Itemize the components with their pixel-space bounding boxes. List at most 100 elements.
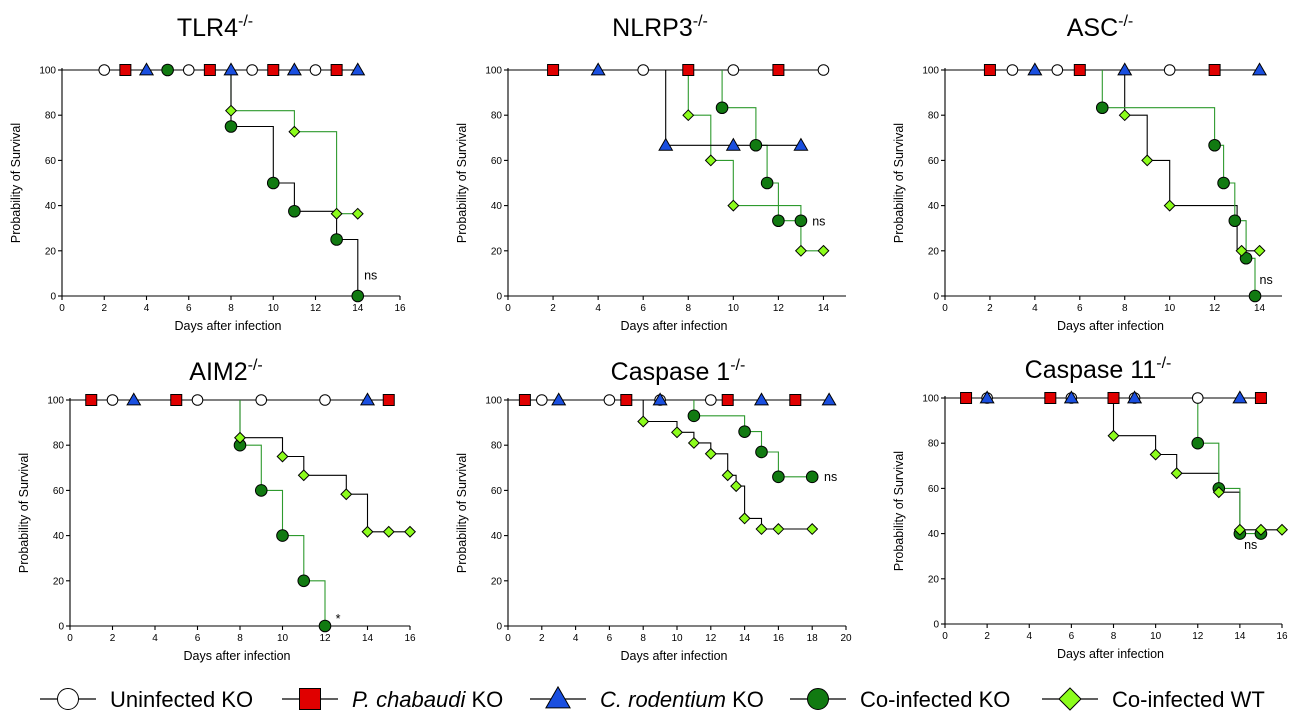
panel-title: NLRP3-/- [612, 13, 708, 42]
significance-label: ns [812, 214, 825, 228]
x-tick-label: 6 [186, 303, 192, 314]
data-point-crodentium [1027, 62, 1043, 76]
data-point-coinfected-wt [276, 450, 289, 463]
y-tick-label: 80 [45, 111, 57, 122]
y-tick-label: 60 [928, 484, 940, 495]
series-line-coinfected-wt [239, 400, 410, 533]
data-point-uninfected [191, 394, 204, 406]
x-axis-label: Days after infection [175, 319, 282, 333]
y-tick-label: 80 [491, 441, 503, 452]
x-tick-label: 6 [195, 633, 201, 644]
x-tick-label: 8 [685, 303, 691, 314]
data-point-crodentium [286, 62, 302, 76]
data-point-pchabaudi [1073, 64, 1086, 76]
series-line-coinfected-wt [642, 400, 813, 530]
data-point-crodentium [138, 62, 155, 76]
data-point-coinfected-ko [161, 63, 174, 77]
legend-label: C. rodentium KO [600, 687, 764, 712]
data-point-coinfected-wt [1170, 467, 1183, 480]
data-point-coinfected-wt [806, 523, 819, 536]
data-point-coinfected-ko [715, 101, 729, 115]
data-point-crodentium [126, 392, 142, 406]
legend-marker-coinfected-wt [1058, 687, 1082, 711]
x-tick-label: 12 [1192, 631, 1204, 642]
y-tick-label: 60 [45, 156, 57, 167]
data-point-coinfected-ko [318, 619, 332, 633]
data-point-coinfected-ko [687, 409, 701, 423]
x-tick-label: 10 [277, 633, 289, 644]
data-point-uninfected [1006, 64, 1019, 76]
data-point-crodentium [223, 62, 239, 76]
x-tick-label: 0 [942, 631, 948, 642]
x-tick-label: 20 [840, 633, 852, 644]
x-tick-label: 4 [1032, 303, 1038, 314]
y-tick-label: 0 [496, 292, 502, 303]
data-point-coinfected-wt [730, 480, 743, 493]
survival-panel-caspase-1: Caspase 1-/- 0 20 40 60 80 100 0 2 4 6 8 10 12 14 16 18 2… [455, 357, 852, 663]
data-point-crodentium [1127, 390, 1143, 404]
data-point-uninfected [106, 394, 119, 406]
x-tick-label: 4 [573, 633, 579, 644]
data-point-coinfected-ko [276, 529, 289, 542]
x-tick-label: 12 [773, 303, 785, 314]
survival-panel-asc: ASC-/- 0 20 40 60 80 100 0 2 4 6 8 10 12 14 Days after … [892, 13, 1282, 333]
legend-label-italic: P. chabaudi [352, 687, 466, 712]
x-axis-label: Days after infection [184, 649, 291, 663]
data-point-uninfected [603, 394, 616, 406]
x-tick-label: 6 [607, 633, 613, 644]
series-line-coinfected-ko [693, 400, 813, 478]
x-axis-label: Days after infection [621, 319, 728, 333]
legend-label-text: Co-infected WT [1112, 687, 1265, 712]
data-point-coinfected-wt [340, 488, 353, 501]
data-point-uninfected [637, 64, 650, 76]
data-point-uninfected [817, 64, 830, 76]
x-tick-label: 12 [705, 633, 717, 644]
data-point-coinfected-ko [1208, 138, 1221, 152]
data-point-coinfected-ko [224, 120, 238, 133]
panel-title-superscript: -/- [1156, 355, 1171, 372]
data-point-coinfected-ko [351, 289, 365, 303]
data-point-crodentium [821, 392, 837, 406]
x-tick-label: 16 [404, 633, 416, 644]
panel-title: Caspase 1-/- [611, 357, 746, 386]
y-tick-label: 20 [491, 246, 503, 257]
data-point-crodentium [1232, 390, 1248, 404]
x-tick-label: 4 [1026, 631, 1032, 642]
y-tick-label: 60 [928, 156, 940, 167]
legend-label-text: Co-infected KO [860, 687, 1010, 712]
data-point-uninfected [705, 394, 717, 406]
significance-label: ns [1244, 538, 1257, 552]
significance-label: ns [1260, 273, 1273, 287]
data-point-uninfected [182, 64, 195, 76]
y-axis-label: Probability of Survival [455, 123, 469, 243]
data-point-crodentium [725, 137, 741, 151]
y-tick-label: 100 [485, 66, 502, 77]
data-point-coinfected-wt [1254, 523, 1267, 536]
data-point-pchabaudi [203, 64, 216, 76]
data-point-coinfected-wt [382, 525, 395, 538]
x-tick-label: 14 [1234, 631, 1246, 642]
data-point-coinfected-wt [727, 199, 740, 212]
y-tick-label: 40 [491, 531, 503, 542]
data-point-coinfected-ko [330, 233, 343, 246]
data-point-coinfected-wt [738, 512, 751, 525]
data-point-pchabaudi [1107, 392, 1120, 404]
data-point-coinfected-wt [1233, 523, 1246, 536]
data-point-coinfected-ko [1228, 214, 1242, 228]
data-point-crodentium [1063, 390, 1079, 404]
survival-panel-nlrp3: NLRP3-/- 0 20 40 60 80 100 0 2 4 6 8 10 12 14 Days afte… [455, 13, 846, 333]
y-tick-label: 0 [50, 292, 56, 303]
legend-marker-pchabaudi [299, 688, 321, 710]
data-point-coinfected-ko [1248, 289, 1262, 303]
data-point-coinfected-ko [760, 176, 774, 190]
data-point-uninfected [319, 394, 331, 406]
data-point-uninfected [255, 394, 268, 406]
data-point-coinfected-wt [755, 523, 768, 536]
data-point-uninfected [727, 64, 740, 76]
x-tick-label: 2 [984, 631, 990, 642]
data-point-coinfected-wt [1235, 244, 1248, 257]
y-tick-label: 20 [928, 574, 940, 585]
x-tick-label: 16 [1276, 631, 1288, 642]
x-tick-label: 2 [539, 633, 545, 644]
x-tick-label: 10 [1150, 631, 1162, 642]
